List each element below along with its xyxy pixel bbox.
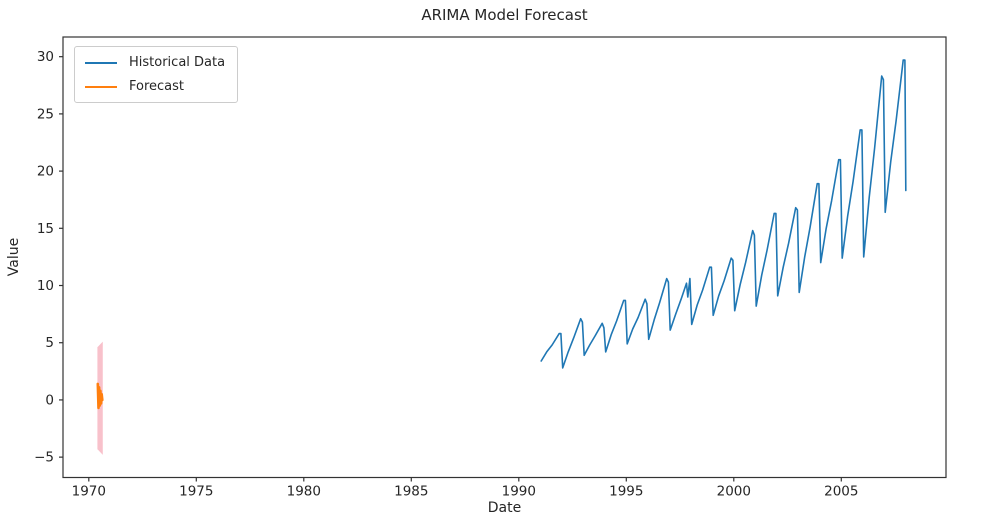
x-tick-label: 2005 bbox=[824, 484, 858, 500]
x-tick-label: 1970 bbox=[72, 484, 106, 500]
y-tick-label: 20 bbox=[37, 164, 54, 180]
legend-label-forecast: Forecast bbox=[129, 79, 185, 94]
x-tick-label: 1980 bbox=[287, 484, 321, 500]
x-tick-label: 1990 bbox=[502, 484, 536, 500]
y-tick-label: 10 bbox=[37, 278, 54, 294]
axes-spines bbox=[62, 36, 947, 479]
y-tick-label: 30 bbox=[37, 49, 54, 65]
x-tick-label: 1975 bbox=[179, 484, 213, 500]
series-line-historical-data bbox=[540, 59, 907, 369]
x-axis-label: Date bbox=[487, 500, 522, 516]
x-tick-label: 2000 bbox=[717, 484, 751, 500]
legend-item-forecast: Forecast bbox=[85, 79, 225, 94]
x-tick-label: 1995 bbox=[609, 484, 643, 500]
forecast-line-swatch bbox=[85, 85, 117, 88]
y-tick-label: 0 bbox=[45, 392, 54, 408]
y-tick-label: 15 bbox=[37, 221, 54, 237]
legend-label-historical: Historical Data bbox=[129, 55, 226, 70]
y-tick-label: 5 bbox=[45, 335, 54, 351]
historical-line-swatch bbox=[85, 61, 117, 64]
legend: Historical Data Forecast bbox=[74, 46, 239, 103]
y-tick-label: 25 bbox=[37, 106, 54, 122]
y-axis-label: Value bbox=[6, 237, 22, 277]
chart-title: ARIMA Model Forecast bbox=[421, 6, 588, 24]
y-tick-label: −5 bbox=[34, 450, 54, 466]
x-tick-label: 1985 bbox=[394, 484, 428, 500]
legend-item-historical: Historical Data bbox=[85, 55, 225, 70]
series-line-forecast bbox=[96, 382, 104, 410]
